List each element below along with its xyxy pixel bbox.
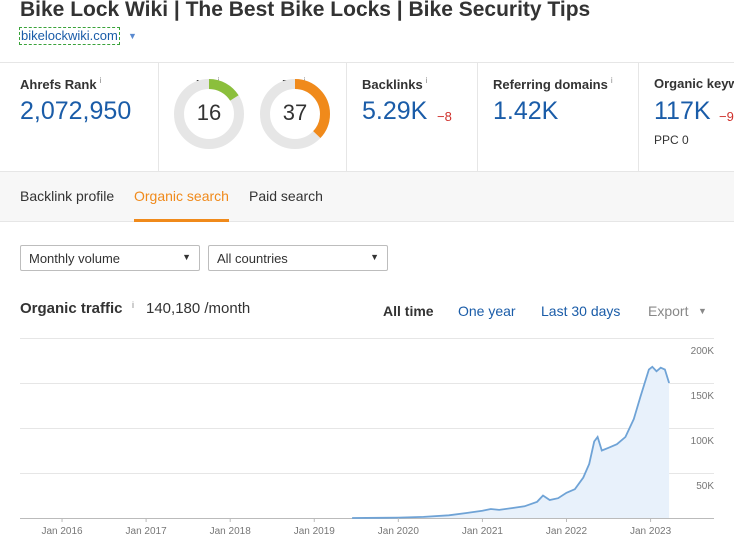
tab-backlink-profile[interactable]: Backlink profile: [20, 188, 115, 204]
organic-keywords-value[interactable]: 117K: [654, 97, 711, 125]
backlinks-label: Backlinks i: [362, 76, 428, 92]
traffic-area: [352, 366, 670, 518]
export-button[interactable]: Export: [648, 303, 689, 319]
organic-traffic-value: 140,180 /month: [146, 300, 251, 317]
tab-organic-search[interactable]: Organic search: [134, 188, 229, 204]
info-icon[interactable]: i: [425, 76, 428, 85]
dr-value: 37: [282, 100, 308, 125]
y-tick-label: 50K: [696, 481, 714, 492]
divider: [477, 63, 478, 171]
range-one-year[interactable]: One year: [458, 303, 516, 319]
chevron-down-icon: ▼: [698, 306, 707, 316]
organic-traffic-chart: 200K 150K 100K 50K Jan 2016 Jan 2017 Jan 2018…: [20, 338, 715, 537]
info-icon[interactable]: i: [99, 76, 102, 85]
organic-keywords-delta: −9: [719, 109, 734, 124]
ur-value: 16: [196, 100, 222, 125]
dr-gauge: [260, 79, 330, 149]
x-tick-label: Jan 2021: [462, 526, 504, 537]
y-tick-label: 150K: [691, 391, 715, 402]
country-select-value: All countries: [217, 251, 288, 266]
range-all-time[interactable]: All time: [383, 303, 434, 319]
organic-keywords-label: Organic keyw: [654, 76, 734, 91]
x-tick-label: Jan 2022: [546, 526, 588, 537]
backlinks-delta: −8: [437, 109, 452, 124]
ahrefs-rank-value: 2,072,950: [20, 97, 132, 125]
volume-select-value: Monthly volume: [29, 251, 121, 266]
active-tab-indicator: [134, 219, 229, 222]
info-icon[interactable]: i: [610, 76, 613, 85]
organic-traffic-title: Organic traffic: [20, 300, 123, 317]
volume-select[interactable]: Monthly volume ▼: [20, 245, 200, 271]
metrics-bar: Ahrefs Rank i 2,072,950 UR i 16 DR i 37 Bac…: [0, 62, 734, 172]
x-tick-label: Jan 2017: [126, 526, 168, 537]
ppc-value: PPC 0: [654, 133, 689, 147]
section-tabs: Backlink profile Organic search Paid sea…: [0, 172, 734, 222]
domain-link[interactable]: bikelockwiki.com: [19, 27, 120, 45]
chevron-down-icon: ▼: [370, 252, 379, 262]
divider: [638, 63, 639, 171]
range-last-30-days[interactable]: Last 30 days: [541, 303, 621, 319]
ahrefs-rank-label: Ahrefs Rank i: [20, 76, 102, 92]
referring-domains-label: Referring domains i: [493, 76, 613, 92]
x-tick-label: Jan 2016: [41, 526, 83, 537]
x-tick-label: Jan 2018: [210, 526, 252, 537]
divider: [346, 63, 347, 171]
y-tick-label: 100K: [691, 436, 715, 447]
traffic-line: [352, 365, 670, 519]
chevron-down-icon: ▼: [182, 252, 191, 262]
referring-domains-value[interactable]: 1.42K: [493, 97, 559, 125]
x-tick-label: Jan 2020: [378, 526, 420, 537]
x-tick-label: Jan 2019: [294, 526, 336, 537]
tab-paid-search[interactable]: Paid search: [249, 188, 323, 204]
y-tick-label: 200K: [691, 346, 715, 357]
x-tick-label: Jan 2023: [630, 526, 672, 537]
divider: [158, 63, 159, 171]
backlinks-value[interactable]: 5.29K: [362, 97, 428, 125]
domain-dropdown-icon[interactable]: ▼: [128, 31, 137, 41]
country-select[interactable]: All countries ▼: [208, 245, 388, 271]
info-icon[interactable]: i: [132, 300, 134, 310]
page-title: Bike Lock Wiki | The Best Bike Locks | B…: [20, 0, 591, 21]
ur-gauge: [174, 79, 244, 149]
